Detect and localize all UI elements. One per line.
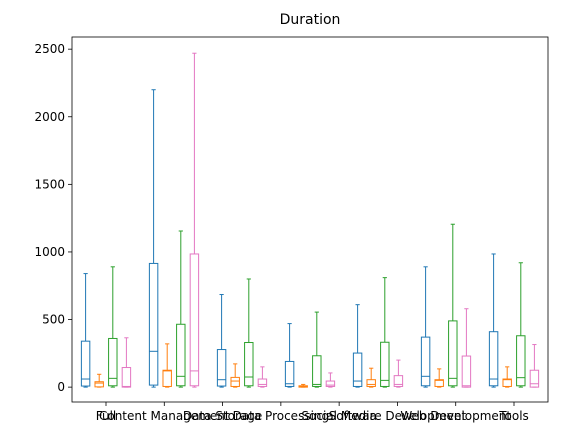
y-axis: 0 500 1000 1500 2000 2500 [34,42,72,394]
y-tick-label: 0 [57,380,65,394]
y-tick-label: 2000 [34,110,65,124]
y-tick-label: 500 [42,313,65,327]
plot-area [72,37,548,402]
y-tick-label: 1500 [34,177,65,191]
chart-title: Duration [280,12,341,28]
y-tick-label: 2500 [34,42,65,56]
y-tick-label: 1000 [34,245,65,259]
x-tick-label: Tools [498,409,529,423]
x-tick-label: Web Development [400,409,511,423]
